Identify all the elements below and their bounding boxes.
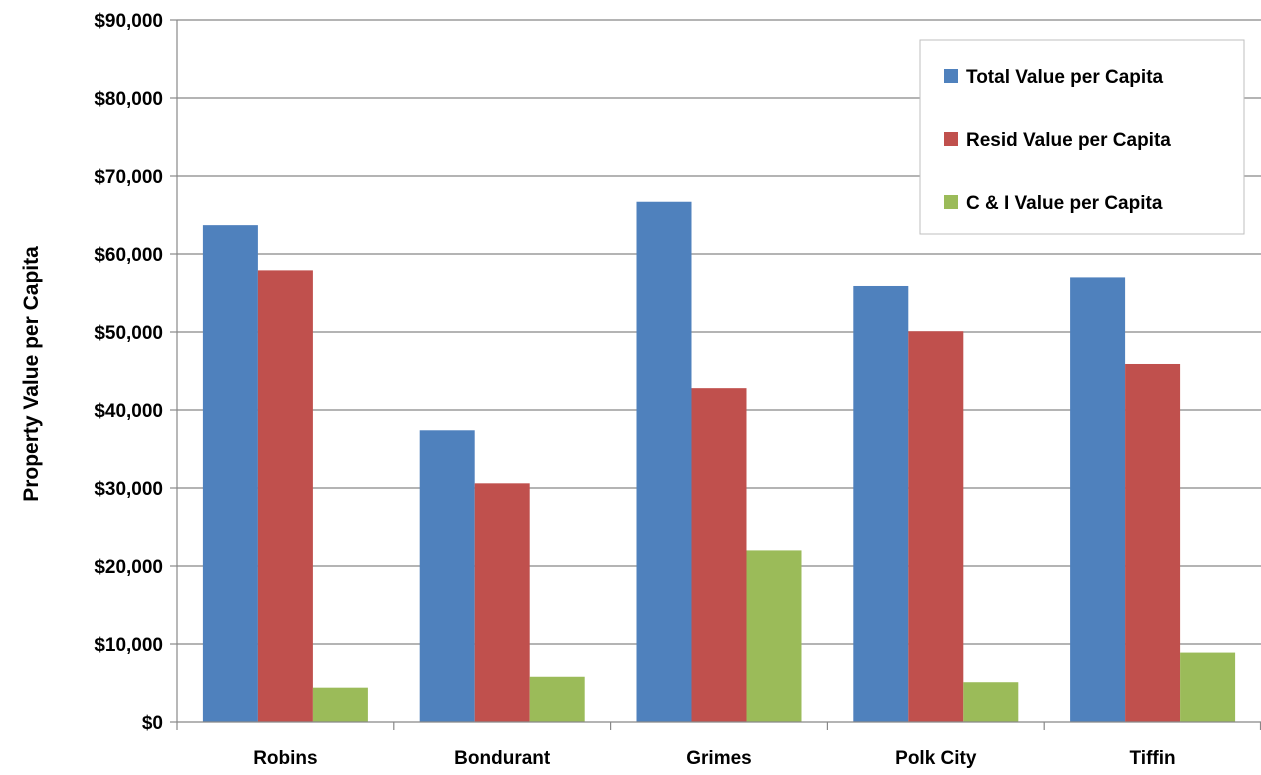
legend-swatch <box>944 195 958 209</box>
y-tick-label: $20,000 <box>94 557 163 578</box>
x-category-label: Robins <box>253 748 317 769</box>
x-axis-category-labels: Robins Bondurant Grimes Polk City Tiffin <box>253 748 1175 769</box>
x-category-label: Polk City <box>895 748 977 769</box>
y-tick-label: $90,000 <box>94 11 163 32</box>
legend-box <box>919 39 1245 235</box>
bar-total-value-per-capita-robins <box>202 225 258 722</box>
y-tick-label: $10,000 <box>94 635 163 656</box>
bar-resid-value-per-capita-polk-city <box>908 331 964 722</box>
y-tick-label: $70,000 <box>94 167 163 188</box>
y-tick-label: $40,000 <box>94 401 163 422</box>
bar-total-value-per-capita-bondurant <box>419 430 475 722</box>
y-axis-title: Property Value per Capita <box>20 246 43 502</box>
x-category-label: Tiffin <box>1130 748 1176 769</box>
x-category-label: Grimes <box>686 748 751 769</box>
y-tick-label: $80,000 <box>94 89 163 110</box>
bar-resid-value-per-capita-tiffin <box>1125 363 1181 722</box>
bar-resid-value-per-capita-grimes <box>691 388 747 722</box>
y-tick-label: $60,000 <box>94 245 163 266</box>
legend-swatch <box>944 69 958 83</box>
y-tick-label: $50,000 <box>94 323 163 344</box>
bar-c-i-value-per-capita-polk-city <box>963 682 1019 722</box>
legend: Total Value per Capita Resid Value per Ca… <box>919 39 1245 235</box>
legend-label: C & I Value per Capita <box>966 193 1163 214</box>
y-axis-tick-labels: $0 $10,000 $20,000 $30,000 $40,000 $50,000 $60… <box>94 11 177 734</box>
bar-total-value-per-capita-tiffin <box>1070 277 1126 722</box>
bar-total-value-per-capita-grimes <box>636 201 692 723</box>
bar-c-i-value-per-capita-tiffin <box>1180 652 1236 722</box>
bar-total-value-per-capita-polk-city <box>853 285 909 722</box>
legend-label: Resid Value per Capita <box>966 130 1171 151</box>
bars <box>202 201 1236 723</box>
axes <box>176 20 1261 723</box>
x-category-label: Bondurant <box>454 748 551 769</box>
legend-label: Total Value per Capita <box>966 67 1164 88</box>
bar-resid-value-per-capita-bondurant <box>474 483 530 722</box>
x-axis-tick-marks <box>176 722 1261 730</box>
y-tick-label: $0 <box>142 713 163 734</box>
y-tick-label: $30,000 <box>94 479 163 500</box>
bar-c-i-value-per-capita-robins <box>312 687 368 722</box>
gridlines <box>177 19 1261 645</box>
bar-resid-value-per-capita-robins <box>257 270 313 722</box>
bar-c-i-value-per-capita-grimes <box>746 550 802 722</box>
bar-c-i-value-per-capita-bondurant <box>529 676 585 722</box>
legend-swatch <box>944 132 958 146</box>
